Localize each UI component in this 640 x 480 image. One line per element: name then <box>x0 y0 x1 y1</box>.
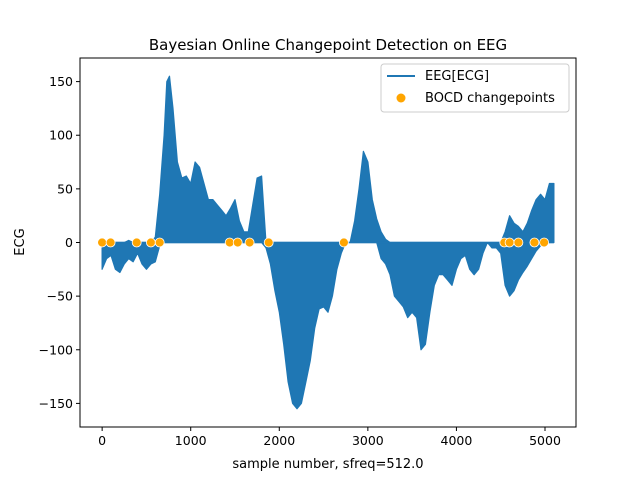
chart-title: Bayesian Online Changepoint Detection on… <box>149 36 507 54</box>
changepoint-marker <box>97 237 107 248</box>
legend-point-swatch <box>396 93 406 103</box>
y-axis-label: ECG <box>13 228 28 255</box>
x-tick-label: 3000 <box>352 433 384 448</box>
x-axis-label: sample number, sfreq=512.0 <box>232 457 423 472</box>
legend-label-eeg: EEG[ECG] <box>425 69 489 84</box>
x-tick-label: 0 <box>98 433 106 448</box>
axes-frame <box>79 57 577 428</box>
x-tick-label: 5000 <box>529 433 561 448</box>
y-tick-label: 50 <box>57 181 73 196</box>
x-tick-label: 4000 <box>441 433 473 448</box>
y-tick-label: 100 <box>49 128 73 143</box>
x-tick-label: 1000 <box>175 433 207 448</box>
changepoint-marker <box>504 237 515 248</box>
changepoint-marker <box>244 237 255 248</box>
legend-box <box>380 63 570 113</box>
y-axis: −150 −100 −50 0 50 100 150 <box>39 74 80 411</box>
x-axis: 0 1000 2000 3000 4000 5000 <box>98 427 561 448</box>
y-tick-label: −50 <box>47 289 73 304</box>
plot-area <box>97 75 555 410</box>
legend: EEG[ECG] BOCD changepoints <box>380 63 570 113</box>
changepoint-marker <box>539 237 549 248</box>
changepoint-marker <box>338 237 349 248</box>
y-tick-label: −150 <box>39 396 73 411</box>
y-tick-label: −100 <box>39 342 73 357</box>
changepoint-marker <box>232 237 243 248</box>
changepoint-marker <box>263 237 274 248</box>
legend-label-changepoints: BOCD changepoints <box>425 91 555 106</box>
changepoint-marker <box>105 237 116 248</box>
changepoint-marker <box>529 237 540 248</box>
changepoint-marker <box>154 237 165 248</box>
changepoint-marker <box>513 237 524 248</box>
y-tick-label: 0 <box>65 235 73 250</box>
y-tick-label: 150 <box>49 74 73 89</box>
changepoint-marker <box>131 237 142 248</box>
x-tick-label: 2000 <box>263 433 295 448</box>
changepoint-marker <box>145 237 156 248</box>
